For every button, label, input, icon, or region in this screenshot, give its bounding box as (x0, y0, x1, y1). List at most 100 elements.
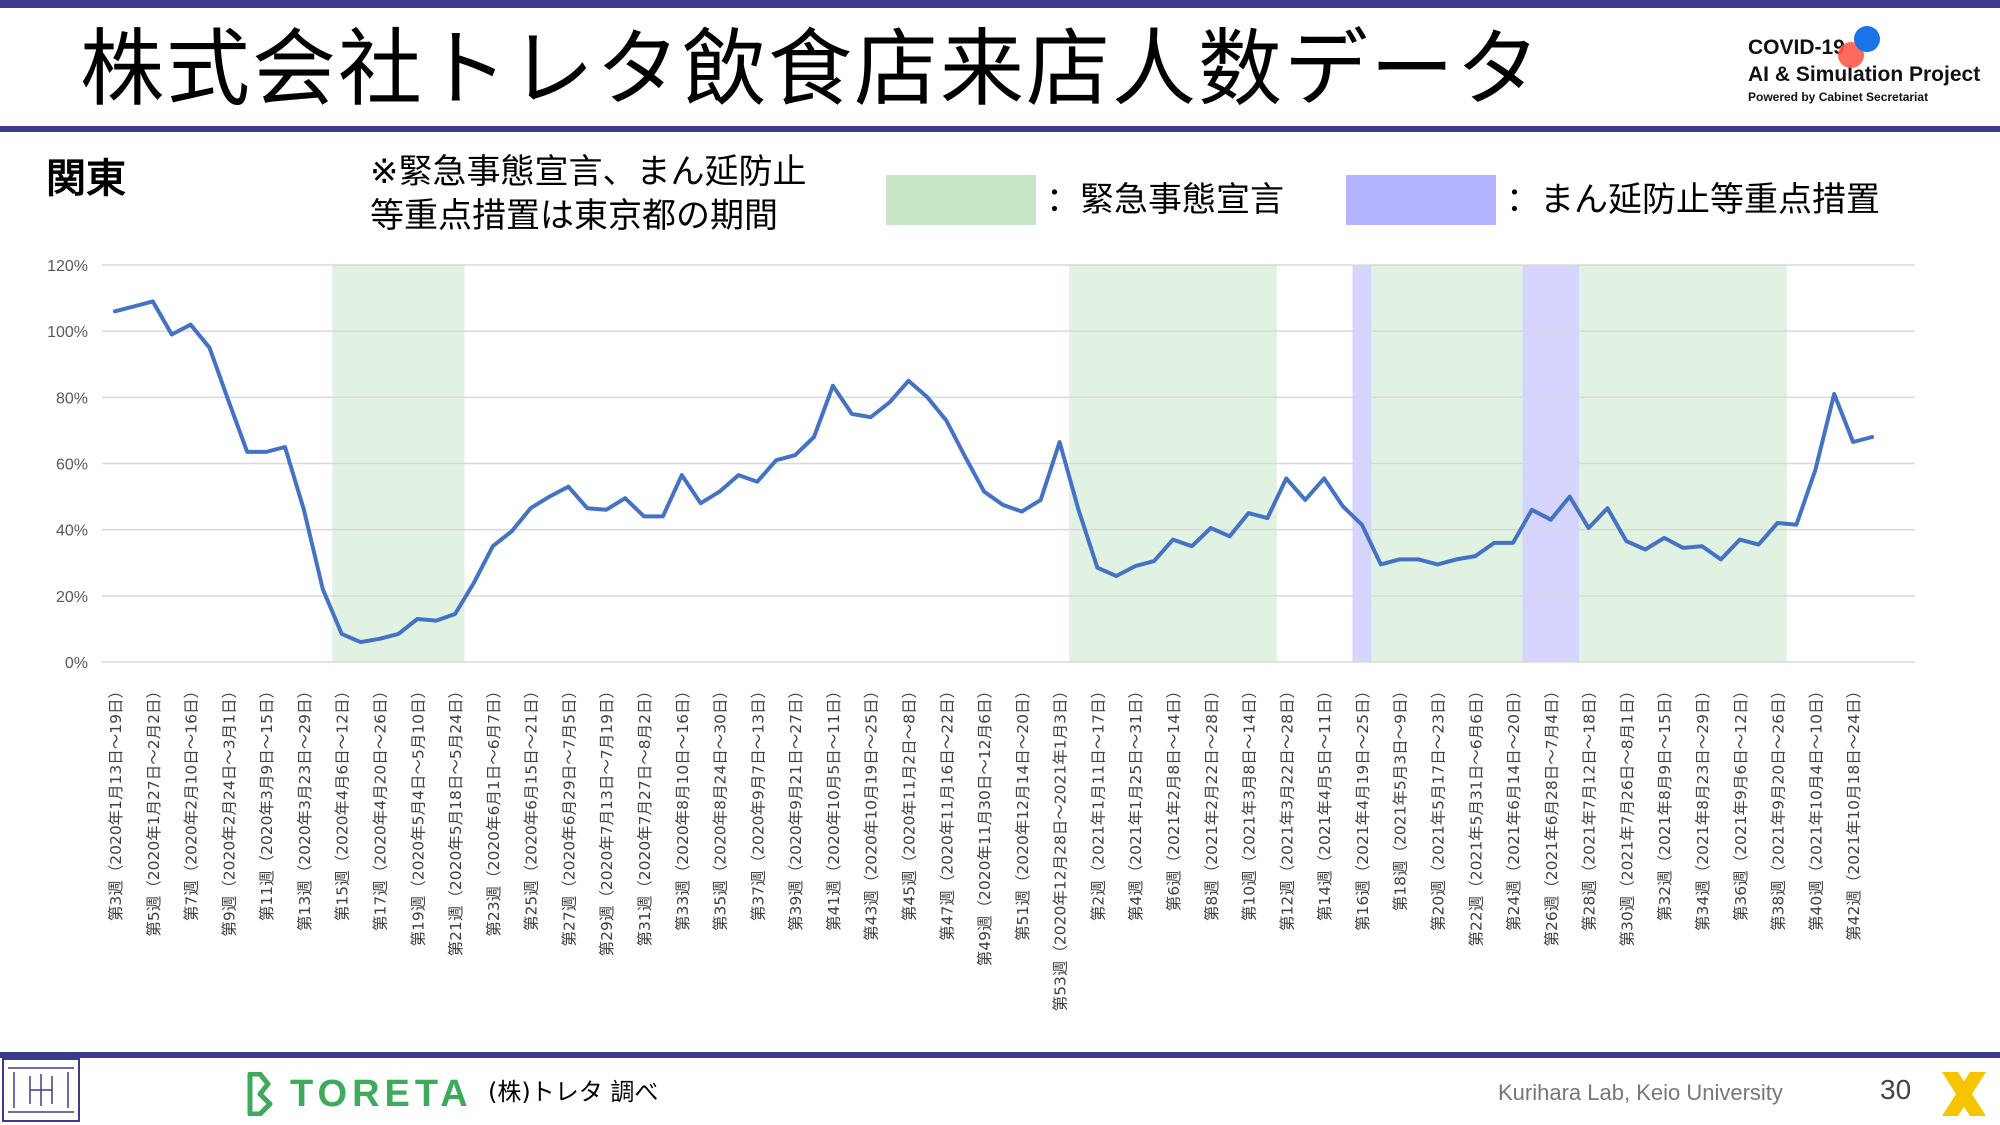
x-tick-label: 第29週（2020年7月13日～7月19日） (598, 683, 616, 956)
y-tick-label: 0% (65, 655, 88, 672)
x-tick-label: 第16週（2021年4月19日～25日） (1354, 683, 1372, 931)
x-tick-label: 第18週（2021年5月3日～9日） (1392, 683, 1410, 911)
data-point (113, 309, 117, 313)
data-point (566, 485, 571, 489)
data-point (264, 450, 268, 454)
lab-logo-icon (2, 1058, 80, 1122)
x-tick-label: 第51週（2020年12月14日～20日） (1014, 683, 1032, 941)
data-point (415, 617, 419, 621)
x-tick-label: 第25週（2020年6月15日～21日） (523, 683, 541, 931)
data-point (1757, 542, 1761, 547)
x-tick-label: 第26週（2021年6月28日～7月4日） (1543, 683, 1561, 946)
data-point (170, 332, 174, 337)
y-tick-label: 100% (47, 324, 88, 341)
x-tick-label: 第43週（2020年10月19日～25日） (863, 683, 881, 941)
x-tick-label: 第3週（2020年1月13日～19日） (107, 683, 125, 921)
x-tick-label: 第21週（2020年5月18日～5月24日） (447, 683, 465, 956)
period-note: ※緊急事態宣言、まん延防止 等重点措置は東京都の期間 (370, 150, 807, 238)
data-point (359, 640, 363, 644)
data-point (850, 412, 854, 416)
y-tick-label: 20% (56, 589, 88, 606)
x-tick-label: 第15週（2020年4月6日～12日） (334, 683, 352, 921)
data-point (699, 501, 703, 505)
page-number: 30 (1880, 1074, 1912, 1105)
data-point (642, 514, 646, 519)
data-point (529, 506, 533, 510)
project-line3: Powered by Cabinet Secretariat (1748, 90, 1929, 104)
data-point (1530, 508, 1534, 512)
data-point (1851, 440, 1855, 444)
region-label: 関東 (46, 156, 126, 202)
x-tick-label: 第22週（2021年5月31日～6月6日） (1467, 683, 1485, 946)
x-tick-label: 第5週（2020年1月27日～2月2日） (145, 683, 163, 937)
data-point (1473, 554, 1477, 558)
x-tick-label: 第47週（2020年11月16日～22日） (938, 683, 956, 941)
data-point (1265, 516, 1270, 520)
data-point (377, 637, 382, 641)
brand-name: TORETA (290, 1073, 473, 1115)
data-point (1228, 534, 1232, 538)
data-point (1360, 523, 1364, 527)
data-point (1171, 537, 1175, 542)
x-tick-label: 第11週（2020年3月9日～15日） (258, 683, 276, 921)
data-point (547, 494, 552, 499)
data-point (1870, 435, 1874, 439)
data-point (680, 473, 684, 477)
data-point (1398, 557, 1402, 562)
data-point (1511, 541, 1515, 545)
lab-credit: Kurihara Lab, Keio University (1498, 1080, 1783, 1105)
x-tick-label: 第53週（2020年12月28日～2021年1月3日） (1052, 683, 1070, 1011)
data-point (1379, 562, 1383, 567)
x-tick-label: 第41週（2020年10月5日～11日） (825, 683, 843, 931)
project-logo: COVID-19 AI & Simulation Project Powered… (1748, 34, 1980, 106)
data-point (793, 453, 797, 457)
x-tick-label: 第27週（2020年6月29日～7月5日） (560, 683, 578, 946)
data-point (982, 490, 986, 494)
x-tick-label: 第13週（2020年3月23日～29日） (296, 683, 314, 931)
data-point (1303, 498, 1307, 502)
x-tick-label: 第8週（2021年2月22日～28日） (1203, 683, 1221, 921)
x-tick-label: 第2週（2021年1月11日～17日） (1089, 683, 1107, 921)
data-point (925, 395, 929, 399)
data-point (283, 445, 287, 449)
data-point (1454, 557, 1458, 562)
data-point (1076, 508, 1081, 512)
footer-divider (0, 1052, 2000, 1058)
x-tick-label: 第38週（2021年9月20日～26日） (1770, 683, 1788, 931)
data-point (604, 508, 608, 512)
data-point (1284, 476, 1288, 480)
x-tick-label: 第17週（2020年4月20日～26日） (371, 683, 389, 931)
legend-swatch-semi-emergency (1346, 175, 1496, 225)
data-point (1624, 539, 1628, 543)
data-point (1719, 557, 1723, 562)
x-tick-label: 第14週（2021年4月5日～11日） (1316, 683, 1334, 921)
x-tick-label: 第10週（2021年3月8日～14日） (1241, 683, 1259, 921)
x-tick-label: 第23週（2020年6月1日～6月7日） (485, 683, 503, 937)
data-point (736, 473, 741, 477)
data-point (1058, 440, 1062, 444)
legend-label-emergency: ：緊急事態宣言 (1046, 180, 1284, 220)
data-point (1643, 547, 1647, 552)
data-point (245, 450, 249, 454)
data-point (1605, 506, 1610, 510)
x-tick-label: 第34週（2021年8月23日～29日） (1694, 683, 1712, 931)
y-tick-label: 60% (56, 457, 88, 474)
data-point (1549, 518, 1553, 522)
x-tick-label: 第12週（2021年3月22日～28日） (1278, 683, 1296, 931)
data-point (1133, 564, 1137, 568)
x-tick-label: 第45週（2020年11月2日～8日） (900, 683, 918, 921)
legend-label-semi-emergency: ：まん延防止等重点措置 (1506, 180, 1880, 220)
data-point (1209, 526, 1213, 530)
x-tick-label: 第35週（2020年8月24日～30日） (712, 683, 730, 931)
data-point (585, 506, 589, 510)
source-credit: (株)トレタ 調べ (488, 1078, 659, 1106)
legend-swatch-emergency (886, 175, 1036, 225)
data-point (623, 496, 627, 500)
data-point (906, 379, 911, 383)
data-point (1246, 511, 1251, 515)
data-point (1681, 546, 1685, 550)
x-tick-label: 第6週（2021年2月8日～14日） (1165, 683, 1183, 911)
y-tick-label: 80% (56, 390, 88, 407)
top-border (0, 0, 2000, 8)
x-tick-label: 第31週（2020年7月27日～8月2日） (636, 683, 654, 946)
